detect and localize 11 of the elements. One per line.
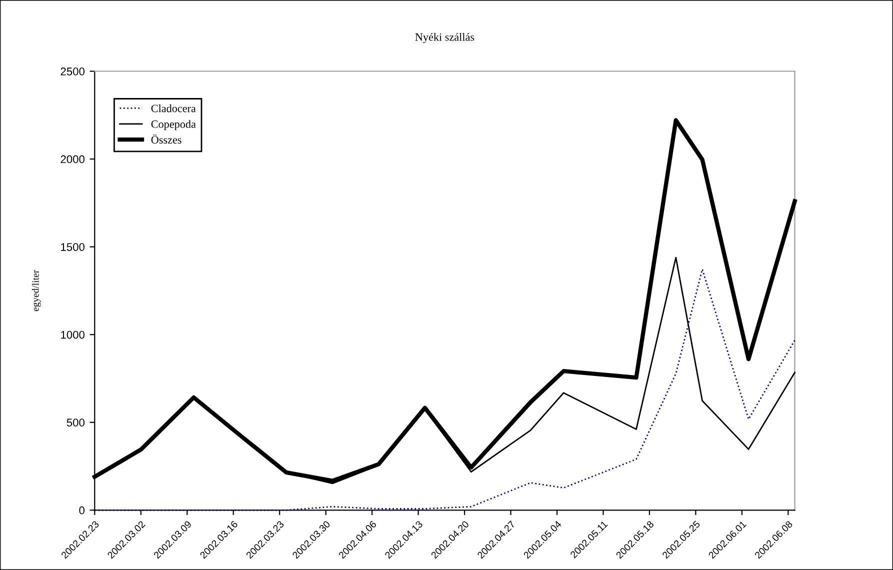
- y-tick-label: 2500: [60, 68, 85, 76]
- legend-label: Összes: [151, 134, 182, 144]
- legend-label: Copepoda: [151, 120, 196, 130]
- y-tick-label: 1000: [61, 330, 85, 339]
- y-tick-label: 2000: [60, 155, 85, 164]
- legend-label: Cladocera: [151, 104, 196, 112]
- chart-title: Nyéki szállás: [415, 32, 474, 44]
- y-tick-label: 0: [79, 506, 84, 514]
- y-tick-label: 500: [66, 418, 85, 427]
- y-tick-label: 1500: [61, 243, 85, 251]
- y-axis-title: egyed/liter: [32, 270, 41, 312]
